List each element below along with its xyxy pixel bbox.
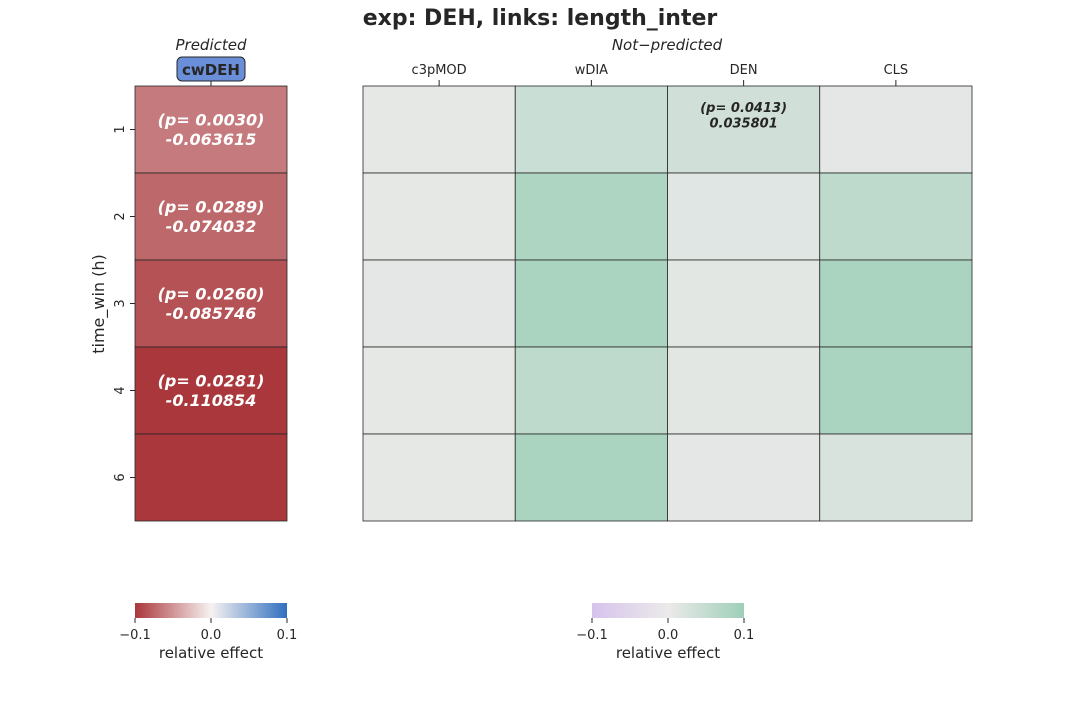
y-tick-labels: 1 2 3 4 6 (113, 125, 135, 482)
predicted-cell-annotation: (p= 0.0281) (158, 372, 265, 391)
not-predicted-cell-c3pMOD-4 (362, 346, 516, 435)
predicted-cell-annotation: (p= 0.0289) (158, 198, 265, 217)
not-predicted-colorbar-bar (592, 603, 744, 618)
predicted-cell-annotation: (p= 0.0030) (158, 111, 265, 130)
not-predicted-cell-c3pMOD-3 (362, 259, 516, 348)
not-predicted-cell-annotation: (p= 0.0413) (700, 101, 787, 116)
chart-title: exp: DEH, links: length_inter (363, 6, 718, 31)
predicted-cell-annotation: -0.063615 (166, 130, 257, 149)
not-predicted-cell-wDIA-4 (514, 346, 668, 435)
not-predicted-cell-CLS-2 (819, 172, 973, 261)
predicted-cell-annotation: -0.110854 (166, 391, 257, 410)
not-predicted-cell-CLS-3 (819, 259, 973, 348)
predicted-cell-6 (134, 433, 288, 522)
predicted-panel-title: Predicted (175, 36, 246, 54)
predicted-heatmap: (p= 0.0030)-0.063615 (p= 0.0289)-0.074032… (134, 85, 288, 522)
not-predicted-cell-CLS-6 (819, 433, 973, 522)
predicted-cell-annotation: -0.085746 (166, 304, 257, 323)
predicted-colorbar: −0.1 0.0 0.1 relative effect (119, 603, 297, 662)
predicted-colorbar-tick-min: −0.1 (119, 628, 151, 643)
not-predicted-cell-DEN-3 (667, 259, 821, 348)
not-predicted-colorbar-label: relative effect (616, 644, 720, 662)
not-predicted-heatmap: (p= 0.0413)0.035801 (362, 85, 973, 522)
not-predicted-cell-wDIA-6 (514, 433, 668, 522)
not-predicted-cell-wDIA-1 (514, 85, 668, 174)
not-predicted-colorbar-tick-mid: 0.0 (658, 628, 679, 643)
predicted-cell-annotation: (p= 0.0260) (158, 285, 265, 304)
column-label-wDIA: wDIA (575, 63, 608, 78)
not-predicted-cell-c3pMOD-6 (362, 433, 516, 522)
not-predicted-cell-DEN-6 (667, 433, 821, 522)
y-axis-label: time_win (h) (89, 254, 109, 354)
not-predicted-colorbar-tick-min: −0.1 (576, 628, 608, 643)
y-tick-label: 4 (113, 386, 128, 394)
not-predicted-colorbar-tick-max: 0.1 (734, 628, 755, 643)
not-predicted-cell-DEN-2 (667, 172, 821, 261)
y-tick-label: 6 (113, 473, 128, 481)
y-tick-label: 1 (113, 125, 128, 133)
predicted-colorbar-tick-max: 0.1 (277, 628, 298, 643)
predicted-cell-1 (134, 85, 288, 174)
predicted-column-label: cwDEH (182, 61, 240, 79)
y-tick-label: 2 (113, 212, 128, 220)
predicted-colorbar-bar (135, 603, 287, 618)
not-predicted-cell-DEN-4 (667, 346, 821, 435)
column-label-CLS: CLS (884, 63, 909, 78)
column-label-DEN: DEN (730, 63, 758, 78)
predicted-cell-annotation: -0.074032 (166, 217, 257, 236)
not-predicted-cell-wDIA-2 (514, 172, 668, 261)
not-predicted-column-headers: c3pMOD wDIA DEN CLS (412, 63, 909, 86)
not-predicted-cell-DEN-1 (667, 85, 821, 174)
not-predicted-cell-c3pMOD-2 (362, 172, 516, 261)
predicted-colorbar-tick-mid: 0.0 (201, 628, 222, 643)
y-tick-label: 3 (113, 299, 128, 307)
not-predicted-cell-c3pMOD-1 (362, 85, 516, 174)
not-predicted-cell-CLS-1 (819, 85, 973, 174)
not-predicted-cell-wDIA-3 (514, 259, 668, 348)
predicted-colorbar-label: relative effect (159, 644, 263, 662)
not-predicted-cell-CLS-4 (819, 346, 973, 435)
not-predicted-panel-title: Not−predicted (612, 36, 723, 54)
not-predicted-colorbar: −0.1 0.0 0.1 relative effect (576, 603, 754, 662)
not-predicted-cell-annotation: 0.035801 (709, 116, 777, 131)
column-label-c3pMOD: c3pMOD (412, 63, 467, 78)
